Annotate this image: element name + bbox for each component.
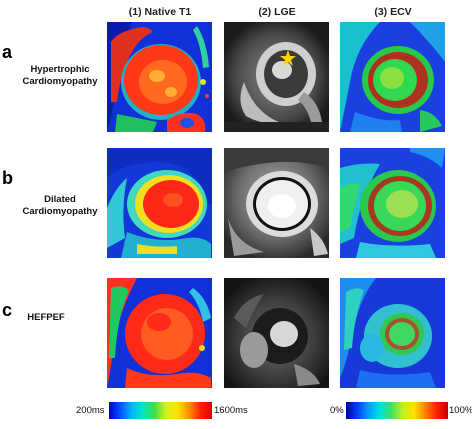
row-letter-a: a (2, 42, 13, 62)
column-title-native-t1: (1) Native T1 (128, 6, 192, 18)
row-label-c: HEFPEF (4, 312, 88, 324)
image-hefpef-ecv (340, 278, 445, 388)
image-dcm-native-t1 (107, 148, 212, 258)
row-letter-b: b (2, 168, 13, 188)
row-label-a-line1: Hypertrophic (30, 64, 90, 75)
image-hcm-native-t1 (107, 22, 212, 132)
image-dcm-ecv (340, 148, 445, 258)
legend-ecv-min-label: 0% (330, 405, 344, 416)
image-hefpef-lge (224, 278, 329, 388)
image-hcm-lge (224, 22, 329, 132)
column-title-lge: (2) LGE (258, 6, 296, 18)
legend-t1-min-label: 200ms (76, 405, 105, 416)
lge-marker-star-icon (280, 50, 296, 66)
legend-ecv-colorbar (346, 402, 448, 419)
row-label-b-line1: Dilated (44, 194, 76, 205)
column-title-ecv: (3) ECV (374, 6, 412, 18)
legend-ecv-max-label: 100% (449, 405, 472, 416)
row-label-b-line2: Cardiomyopathy (22, 206, 98, 217)
image-hcm-ecv (340, 22, 445, 132)
row-label-a: Hypertrophic Cardiomyopathy (18, 64, 102, 88)
image-dcm-lge (224, 148, 329, 258)
legend-t1-colorbar (109, 402, 212, 419)
image-hefpef-native-t1 (107, 278, 212, 388)
row-label-b: Dilated Cardiomyopathy (18, 194, 102, 218)
row-label-a-line2: Cardiomyopathy (22, 76, 98, 87)
legend-t1-max-label: 1600ms (214, 405, 248, 416)
row-letter-c: c (2, 300, 13, 320)
row-label-c-line1: HEFPEF (27, 312, 65, 323)
